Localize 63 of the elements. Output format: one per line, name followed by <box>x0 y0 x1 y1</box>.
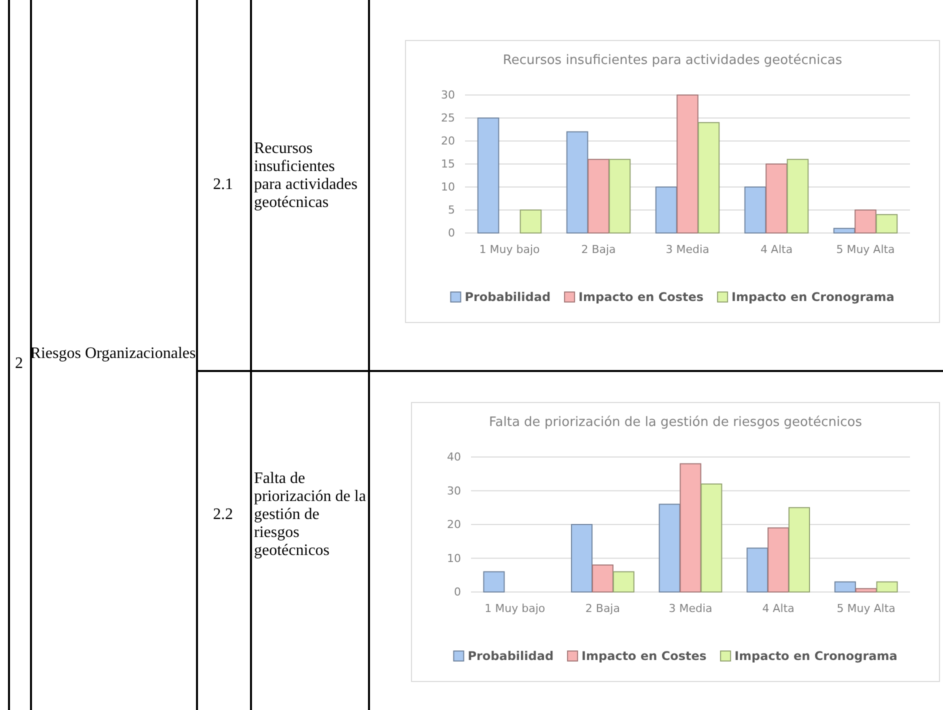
bar <box>833 228 856 234</box>
legend-label: Impacto en Cronograma <box>732 290 894 304</box>
bar <box>700 484 722 592</box>
bar <box>477 118 500 234</box>
legend-label: Impacto en Costes <box>578 290 704 304</box>
bar <box>786 158 809 234</box>
bar <box>698 122 720 234</box>
x-tick-label: 5 Muy Alta <box>836 602 896 615</box>
legend-label: Impacto en Cronograma <box>734 649 898 663</box>
bar <box>612 571 634 592</box>
x-tick-label: 4 Alta <box>762 602 794 615</box>
bar <box>566 131 588 234</box>
text: 2 <box>14 355 24 373</box>
legend-label: Probabilidad <box>464 290 551 304</box>
x-tick-label: 3 Media <box>668 602 712 615</box>
bar <box>592 564 614 592</box>
legend-label: Probabilidad <box>468 649 554 663</box>
y-tick-label: 0 <box>448 226 455 240</box>
bar <box>676 94 698 234</box>
bar <box>588 158 610 234</box>
text: Falta de priorización de la gestión de riesgos geotécnicos <box>254 470 366 560</box>
y-tick-label: 20 <box>441 134 455 148</box>
y-tick-label: 30 <box>447 484 461 498</box>
bar <box>658 504 680 592</box>
bar <box>520 210 542 234</box>
bar <box>834 581 856 592</box>
x-tick-label: 4 Alta <box>760 242 793 256</box>
x-tick-label: 1 Muy bajo <box>484 602 546 615</box>
text: 2.2 <box>212 506 234 524</box>
y-tick-label: 30 <box>441 88 455 102</box>
x-tick-label: 2 Baja <box>581 242 616 256</box>
bar <box>855 588 877 592</box>
bar <box>854 210 876 234</box>
bar <box>571 524 593 592</box>
y-tick-label: 15 <box>441 158 455 171</box>
bar <box>876 214 898 234</box>
y-tick-label: 40 <box>447 450 461 464</box>
x-tick-label: 5 Muy Alta <box>836 242 895 256</box>
text: Riesgos Organizacionales <box>30 345 196 363</box>
bar <box>876 581 898 592</box>
bar <box>608 158 631 234</box>
y-tick-label: 25 <box>441 112 455 125</box>
bar <box>788 507 810 592</box>
bar <box>655 186 678 234</box>
y-tick-label: 20 <box>447 518 461 532</box>
bar <box>766 164 788 234</box>
y-tick-label: 10 <box>447 552 461 565</box>
x-tick-label: 2 Baja <box>585 602 620 615</box>
y-tick-label: 5 <box>448 204 455 217</box>
x-tick-label: 1 Muy bajo <box>479 242 540 256</box>
x-tick-label: 3 Media <box>666 242 710 256</box>
chart-title: Recursos insuficientes para actividades geotécnicas <box>502 53 842 68</box>
y-tick-label: 10 <box>441 180 455 194</box>
y-tick-label: 0 <box>454 586 461 599</box>
legend-label: Impacto en Costes <box>582 649 707 663</box>
chart-title: Falta de priorización de la gestión de riesgos geotécnicos <box>489 415 862 430</box>
text: 2.1 <box>212 176 234 194</box>
bar <box>744 186 766 234</box>
text: Recursos insuficientes para actividades geotécnicas <box>254 140 358 212</box>
bar <box>746 548 768 592</box>
bar <box>680 463 702 592</box>
bar <box>483 571 505 592</box>
bar <box>768 527 790 592</box>
